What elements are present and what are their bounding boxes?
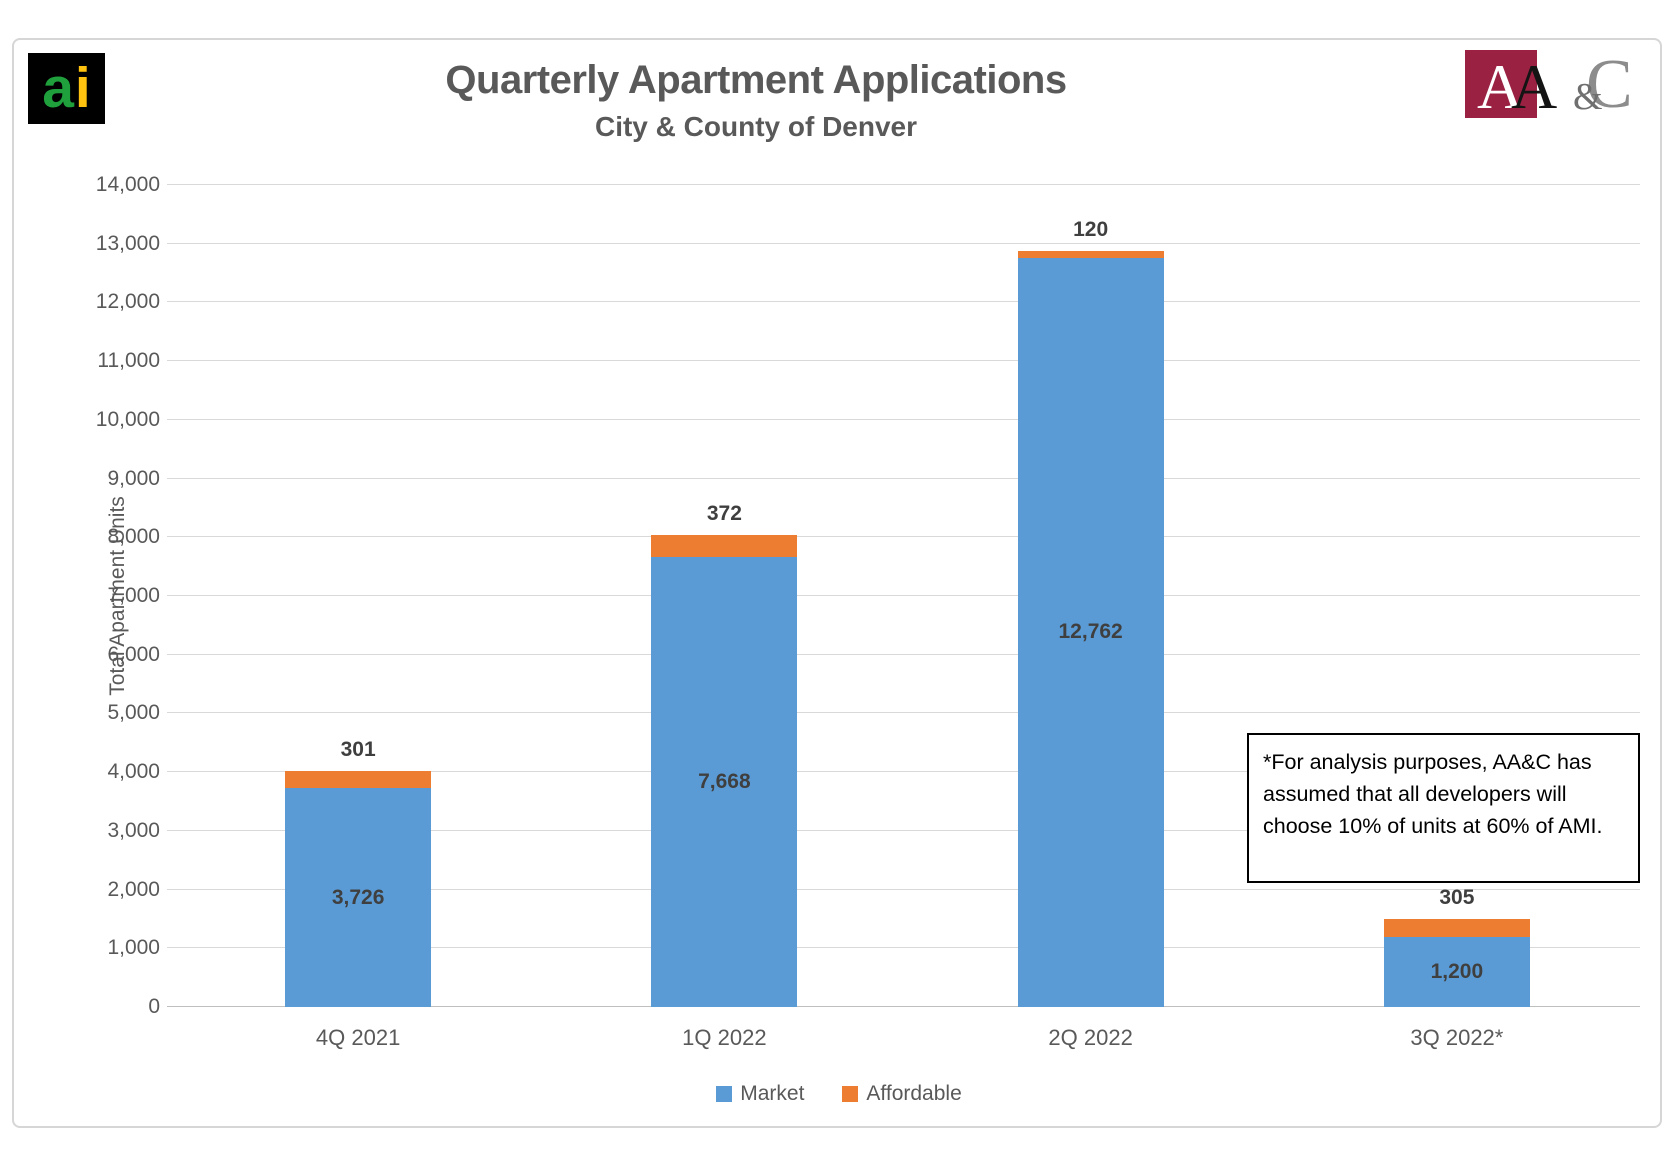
- affordable-value-label-4q-2021: 301: [340, 737, 376, 761]
- y-tick-label-12000: 12,000: [95, 290, 160, 314]
- x-tick-label-1q-2022: 1Q 2022: [682, 1025, 767, 1050]
- y-tick-label-0: 0: [148, 995, 160, 1018]
- y-tick-label-1000: 1,000: [107, 936, 160, 960]
- gridline-3000: [167, 829, 1640, 831]
- x-tick-label-4q-2021: 4Q 2021: [315, 1025, 401, 1050]
- legend-swatch-market: [716, 1086, 733, 1102]
- ai-logo-letter-a: a: [42, 56, 74, 120]
- y-tick-label-14000: 14,000: [95, 173, 160, 196]
- gridline-7000: [167, 595, 1640, 596]
- gridline-8000: [167, 536, 1640, 538]
- affordable-bar-segment-4q-2021: [285, 770, 432, 789]
- plot-area: 0 1,000 2,000 3,000 4,000 5,000 6,000 7,000 8,00…: [96, 173, 1640, 1050]
- market-value-label-3q-2022: 1,200: [1430, 959, 1484, 983]
- affordable-value-label-2q-2022: 120: [1073, 217, 1109, 241]
- aac-ampersand: &: [1573, 76, 1603, 118]
- legend-label-affordable: Affordable: [866, 1082, 962, 1105]
- y-tick-label-9000: 9,000: [107, 466, 160, 490]
- gridline-2000: [167, 888, 1640, 890]
- y-tick-label-5000: 5,000: [107, 701, 160, 725]
- affordable-bar-segment-2q-2022: [1017, 250, 1164, 258]
- x-tick-label-3q-2022: 3Q 2022*: [1410, 1025, 1504, 1050]
- title-block: Quarterly Apartment Applications City & …: [0, 58, 1512, 143]
- market-bar-segment-3q-2022: [1383, 936, 1530, 1007]
- aac-logo: A A & C: [1465, 46, 1655, 122]
- y-tick-label-10000: 10,000: [95, 407, 160, 431]
- market-bar-segment-1q-2022: [651, 556, 798, 1007]
- aac-letter-a2: A: [1511, 51, 1558, 122]
- gridline-10000: [167, 418, 1640, 420]
- bar-group-2q-2022: 12,762 120: [1017, 185, 1164, 1007]
- market-value-label-4q-2021: 3,726: [331, 885, 385, 909]
- affordable-bar-segment-1q-2022: [651, 534, 798, 557]
- market-bar-segment-2q-2022: [1017, 257, 1164, 1007]
- annotation-text: *For analysis purposes, AA&C has assumed…: [1263, 750, 1603, 838]
- legend-swatch-affordable: [842, 1086, 859, 1102]
- affordable-value-label-1q-2022: 372: [706, 501, 742, 525]
- aac-letter-a1: A: [1477, 51, 1524, 122]
- gridline-11000: [167, 360, 1640, 362]
- gridline-5000: [167, 712, 1640, 714]
- annotation-box: *For analysis purposes, AA&C has assumed…: [1247, 733, 1640, 883]
- aac-logo-square: [1465, 50, 1537, 118]
- affordable-bar-segment-3q-2022: [1383, 918, 1530, 937]
- market-bar-segment-4q-2021: [285, 788, 432, 1007]
- market-value-label-2q-2022: 12,762: [1058, 620, 1123, 644]
- market-value-label-1q-2022: 7,668: [698, 769, 751, 793]
- gridline-4000: [167, 771, 1640, 773]
- y-tick-label-7000: 7,000: [107, 584, 160, 607]
- gridline-6000: [167, 653, 1640, 655]
- gridline-13000: [167, 242, 1640, 244]
- bar-group-4q-2021: 3,726 301: [285, 185, 432, 1007]
- gridline-14000: [167, 184, 1640, 185]
- bar-group-1q-2022: 7,668 372: [651, 185, 798, 1007]
- x-tick-label-2q-2022: 2Q 2022: [1048, 1025, 1133, 1050]
- y-tick-label-4000: 4,000: [107, 760, 160, 784]
- gridline-12000: [167, 301, 1640, 303]
- chart-title: Quarterly Apartment Applications: [445, 58, 1067, 102]
- y-tick-label-8000: 8,000: [107, 525, 160, 549]
- legend-label-market: Market: [740, 1082, 805, 1105]
- legend-item-market: Market: [716, 1082, 804, 1106]
- y-tick-label-3000: 3,000: [107, 818, 160, 842]
- gridline-9000: [167, 477, 1640, 479]
- affordable-value-label-3q-2022: 305: [1439, 885, 1475, 909]
- ai-logo-letter-i: i: [74, 56, 91, 120]
- legend: Market Affordable: [0, 1082, 1678, 1106]
- y-tick-label-11000: 11,000: [97, 349, 160, 373]
- aac-letter-c: C: [1586, 46, 1633, 123]
- legend-item-affordable: Affordable: [842, 1082, 962, 1106]
- y-tick-label-6000: 6,000: [107, 642, 160, 666]
- chart-subtitle: City & County of Denver: [594, 111, 918, 142]
- y-tick-label-2000: 2,000: [107, 877, 160, 901]
- gridline-1000: [167, 947, 1640, 949]
- y-tick-label-13000: 13,000: [95, 231, 160, 255]
- bar-group-3q-2022: 1,200 305: [1383, 185, 1530, 1007]
- gridline-0: [167, 1006, 1640, 1007]
